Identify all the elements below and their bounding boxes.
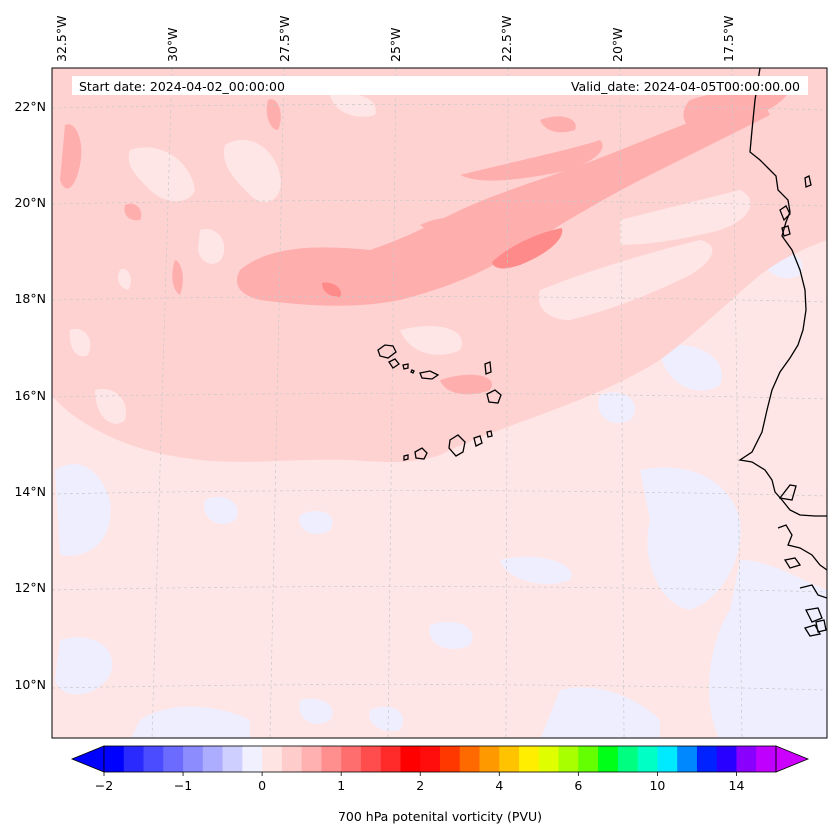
lon-label-22-5w: 22.5°W	[499, 16, 514, 62]
colorbar-segment	[519, 746, 540, 772]
colorbar-segment	[163, 746, 184, 772]
colorbar: −2 −1 0 1 2 4 6 10 14 700 hPa potenital vorticit…	[70, 745, 810, 824]
lon-label-17-5w: 17.5°W	[721, 16, 736, 62]
colorbar-segment	[420, 746, 441, 772]
colorbar-segment	[301, 746, 322, 772]
colorbar-segment	[104, 746, 125, 772]
lat-label-20n: 20°N	[14, 195, 46, 210]
lon-label-27-5w: 27.5°W	[277, 16, 292, 62]
cape-verde-islands	[377, 344, 502, 461]
colorbar-segment	[696, 746, 718, 772]
lon-label-30w: 30°W	[165, 27, 180, 62]
colorbar-segment	[578, 746, 599, 772]
colorbar-segment	[202, 746, 223, 772]
colorbar-tick-label: −2	[95, 778, 113, 793]
date-header-box	[72, 76, 808, 95]
graticule	[52, 68, 827, 738]
colorbar-segment	[321, 746, 342, 772]
colorbar-segment	[400, 746, 421, 772]
coastline	[738, 68, 827, 637]
pv-light-holes	[69, 93, 751, 424]
lat-label-22n: 22°N	[14, 99, 46, 114]
colorbar-segment	[617, 746, 639, 772]
lon-label-25w: 25°W	[388, 27, 403, 62]
colorbar-segment	[637, 746, 658, 772]
colorbar-tick-label: 14	[729, 778, 745, 793]
colorbar-extend-high	[775, 745, 810, 773]
colorbar-tick-label: 0	[258, 778, 266, 793]
colorbar-segment	[143, 746, 164, 772]
colorbar-tick-label: −1	[174, 778, 192, 793]
colorbar-tick-label: 2	[416, 778, 424, 793]
latitude-labels: 22°N 20°N 18°N 16°N 14°N 12°N 10°N	[14, 99, 46, 692]
colorbar-segment	[341, 746, 362, 772]
start-date-label: Start date: 2024-04-02_00:00:00	[79, 79, 285, 94]
colorbar-segment	[440, 746, 461, 772]
colorbar-segment	[558, 746, 579, 772]
colorbar-segment	[123, 746, 144, 772]
colorbar-segment	[598, 746, 619, 772]
colorbar-outline	[103, 745, 777, 773]
colorbar-tick-label: 4	[495, 778, 503, 793]
pv-field	[52, 68, 827, 738]
colorbar-tick-label: 1	[337, 778, 345, 793]
colorbar-segments	[104, 746, 777, 772]
colorbar-segment	[360, 746, 382, 772]
valid-date-label: Valid_date: 2024-04-05T00:00:00.00	[571, 79, 800, 94]
pv-level-3	[322, 228, 563, 297]
lon-label-32-5w: 32.5°W	[54, 16, 69, 62]
colorbar-segment	[183, 746, 204, 772]
colorbar-segment	[499, 746, 520, 772]
colorbar-segment	[479, 746, 500, 772]
colorbar-segment	[281, 746, 303, 772]
lat-label-18n: 18°N	[14, 291, 46, 306]
lon-label-20w: 20°W	[610, 27, 625, 62]
colorbar-tick-label: 6	[574, 778, 582, 793]
colorbar-segment	[756, 746, 777, 772]
colorbar-segment	[657, 746, 678, 772]
colorbar-segment	[242, 746, 263, 772]
colorbar-segment	[380, 746, 401, 772]
colorbar-segment	[262, 746, 283, 772]
colorbar-segment	[677, 746, 698, 772]
lat-label-10n: 10°N	[14, 677, 46, 692]
colorbar-segment	[736, 746, 757, 772]
colorbar-segment	[538, 746, 559, 772]
colorbar-label: 700 hPa potenital vorticity (PVU)	[338, 809, 542, 824]
lat-label-14n: 14°N	[14, 484, 46, 499]
longitude-labels: 32.5°W 30°W 27.5°W 25°W 22.5°W 20°W 17.5…	[54, 16, 736, 62]
colorbar-extend-low	[70, 745, 105, 773]
colorbar-segment	[716, 746, 737, 772]
colorbar-segment	[459, 746, 480, 772]
colorbar-segment	[222, 746, 243, 772]
lat-label-16n: 16°N	[14, 388, 46, 403]
lat-label-12n: 12°N	[14, 580, 46, 595]
map-frame	[51, 67, 828, 739]
pv-level-2	[60, 88, 790, 395]
colorbar-tick-label: 10	[649, 778, 665, 793]
pv-negative-patches	[55, 249, 827, 738]
colorbar-ticks: −2 −1 0 1 2 4 6 10 14	[95, 772, 745, 793]
